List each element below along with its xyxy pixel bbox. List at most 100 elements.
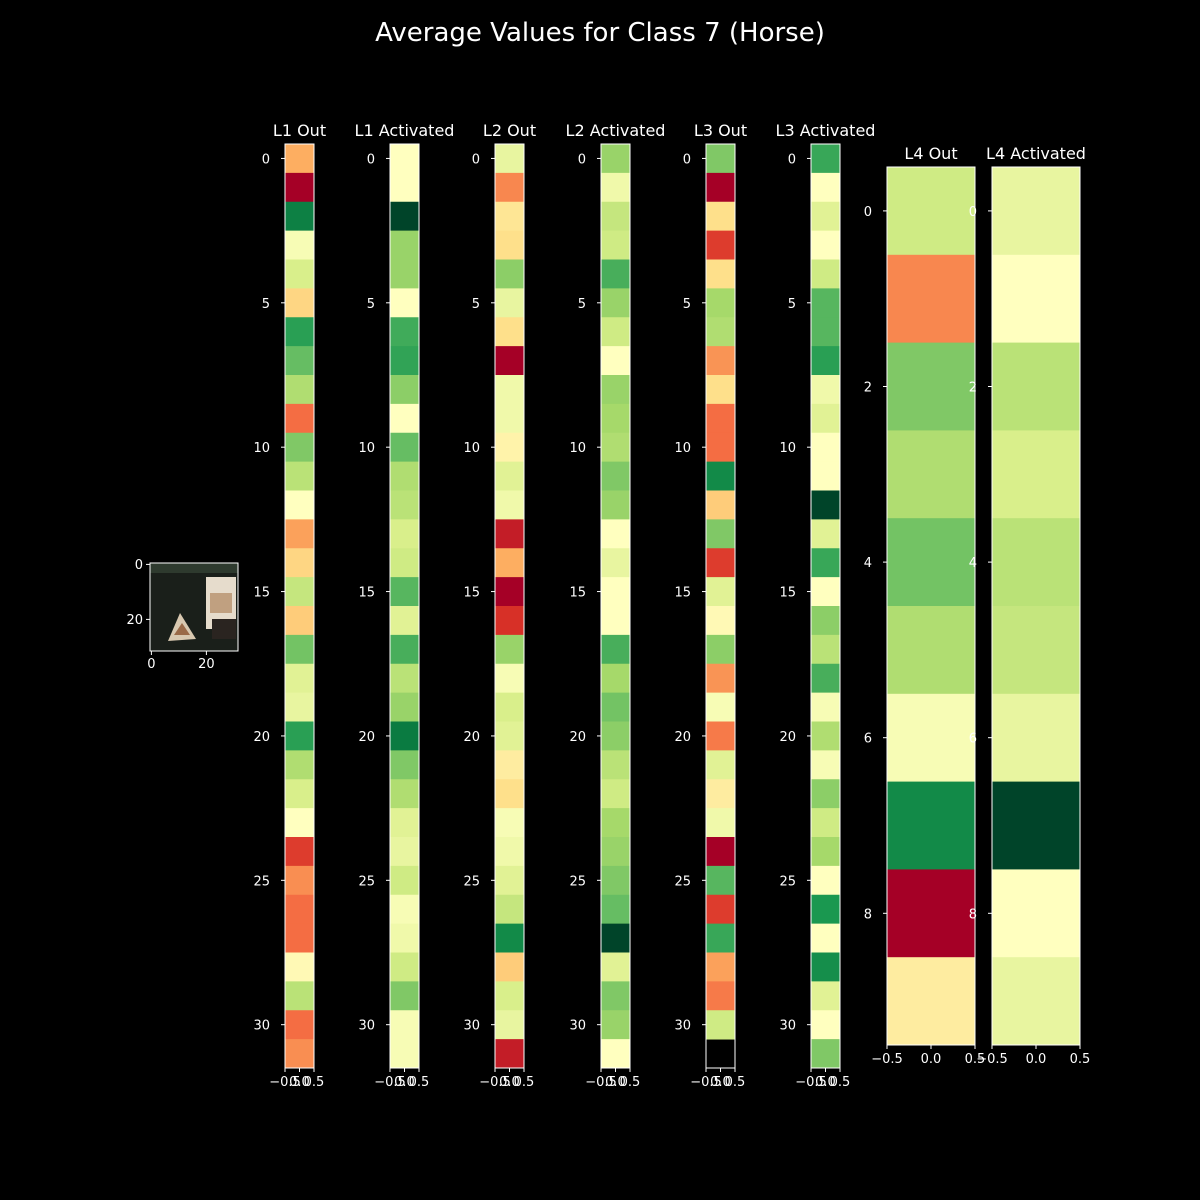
heatmap-cell: [601, 201, 630, 232]
heatmap-cell: [390, 837, 419, 867]
heatmap-cell: [601, 779, 630, 809]
heatmap-cell: [495, 663, 524, 694]
heatmap-y-tick-label: 10: [569, 441, 586, 456]
heatmap-y-tick-label: 20: [463, 730, 480, 745]
heatmap-y-tick-label: 15: [569, 586, 586, 601]
heatmap-y-tick-label: 10: [358, 441, 375, 456]
heatmap-cell: [390, 259, 419, 289]
heatmap-cell: [811, 432, 840, 463]
heatmap-cell: [495, 432, 524, 463]
heatmap-x-tick-label: −0.5: [585, 1075, 617, 1090]
heatmap-y-tick-label: 0: [578, 152, 586, 167]
heatmap-y-tick-label: 6: [864, 732, 872, 747]
heatmap-cell: [601, 1010, 630, 1040]
heatmap-cell: [495, 519, 524, 549]
heatmap-cell: [495, 201, 524, 232]
heatmap-cell: [811, 548, 840, 578]
heatmap-cell: [706, 894, 735, 925]
heatmap-cell: [887, 167, 975, 256]
heatmap-cell: [887, 693, 975, 782]
heatmap-y-tick-label: 0: [472, 152, 480, 167]
thumbnail-x-tick-label: 0: [147, 657, 155, 672]
heatmap-cell: [285, 894, 314, 925]
heatmap-cell: [390, 634, 419, 665]
heatmap-x-tick-label: 0.5: [620, 1075, 641, 1090]
heatmap-cell: [706, 663, 735, 694]
heatmap-title: L1 Activated: [355, 121, 455, 140]
heatmap-cell: [390, 346, 419, 376]
heatmap-y-tick-label: 15: [779, 586, 796, 601]
heatmap-cell: [601, 519, 630, 549]
heatmap-cell: [601, 375, 630, 405]
heatmap-cell: [601, 894, 630, 925]
heatmap-cell: [811, 230, 840, 260]
heatmap-y-tick-label: 15: [253, 586, 270, 601]
heatmap-x-tick-label: −0.5: [871, 1052, 903, 1067]
heatmap-x-tick-label: 0.5: [304, 1075, 325, 1090]
heatmap-cell: [811, 144, 840, 174]
heatmap-cell: [811, 519, 840, 549]
heatmap-cell: [495, 317, 524, 347]
heatmap-title: L2 Activated: [566, 121, 666, 140]
heatmap-x-tick-label: 0.0: [394, 1075, 415, 1090]
heatmap-cell: [390, 317, 419, 347]
heatmap-x-tick-label: −0.5: [374, 1075, 406, 1090]
heatmap-cell: [285, 346, 314, 376]
heatmap-title: L4 Out: [904, 144, 957, 163]
heatmap-cell: [390, 375, 419, 405]
heatmap-cell: [390, 144, 419, 174]
heatmap-cell: [811, 375, 840, 405]
heatmap-y-tick-label: 25: [253, 874, 270, 889]
heatmap-cell: [706, 461, 735, 491]
heatmap-cell: [887, 430, 975, 519]
heatmap-cell: [811, 1010, 840, 1040]
heatmap-cell: [811, 981, 840, 1011]
heatmap-y-tick-label: 0: [683, 152, 691, 167]
heatmap-cell: [495, 808, 524, 838]
heatmap-cell: [495, 923, 524, 953]
heatmap-7: [886, 166, 976, 1046]
heatmap-cell: [811, 288, 840, 318]
heatmap-cell: [706, 144, 735, 174]
heatmap-title: L4 Activated: [986, 144, 1086, 163]
heatmap-cell: [390, 1010, 419, 1040]
heatmap-cell: [601, 346, 630, 376]
heatmap-cell: [495, 490, 524, 520]
heatmap-x-tick-label: 0.5: [1070, 1052, 1091, 1067]
heatmap-cell: [887, 957, 975, 1046]
heatmap-cell: [285, 606, 314, 636]
heatmap-y-tick-label: 25: [358, 874, 375, 889]
heatmap-x-tick-label: 0.0: [289, 1075, 310, 1090]
heatmap-cell: [811, 634, 840, 665]
heatmap-cell: [811, 837, 840, 867]
thumbnail-y-tick-label: 20: [126, 613, 143, 628]
heatmap-cell: [811, 490, 840, 520]
heatmap-cell: [706, 808, 735, 838]
heatmap-y-tick-label: 30: [569, 1019, 586, 1034]
heatmap-x-tick-label: 0.0: [815, 1075, 836, 1090]
thumbnail-top-band: [150, 563, 238, 573]
heatmap-2: [389, 143, 420, 1069]
heatmap-3: [494, 143, 525, 1069]
heatmap-cell: [285, 1039, 314, 1069]
heatmap-cell: [495, 894, 524, 925]
heatmap-cell: [495, 606, 524, 636]
heatmap-cell: [992, 781, 1080, 870]
heatmap-cell: [706, 548, 735, 578]
thumbnail-y-tick-label: 0: [135, 558, 143, 573]
heatmap-cell: [495, 692, 524, 722]
heatmap-cell: [601, 634, 630, 665]
heatmap-cell: [285, 288, 314, 318]
heatmap-cell: [495, 837, 524, 867]
heatmap-cell: [285, 634, 314, 665]
heatmap-y-tick-label: 15: [463, 586, 480, 601]
heatmap-cell: [601, 288, 630, 318]
heatmap-cell: [285, 981, 314, 1011]
heatmap-y-tick-label: 25: [674, 874, 691, 889]
heatmap-y-tick-label: 30: [779, 1019, 796, 1034]
heatmap-x-tick-label: 0.5: [409, 1075, 430, 1090]
heatmap-cell: [601, 259, 630, 289]
heatmap-cell: [390, 1039, 419, 1069]
heatmap-cell: [706, 981, 735, 1011]
